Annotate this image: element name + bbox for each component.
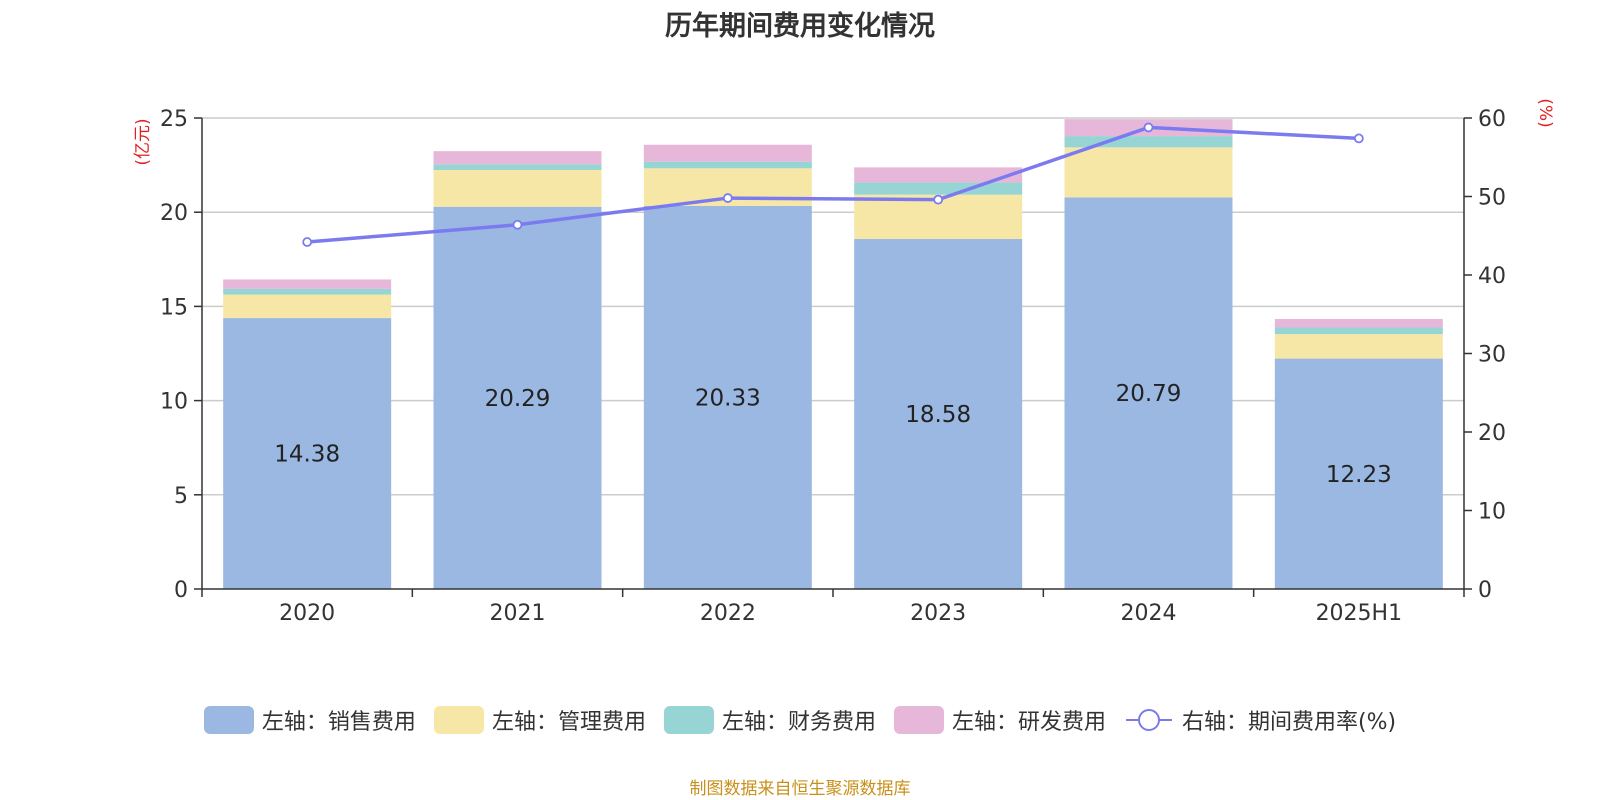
bar-segment (1064, 197, 1233, 589)
bar-value-label: 14.38 (274, 442, 340, 468)
legend-swatch (893, 706, 944, 734)
left-axis-tick-label: 0 (174, 578, 188, 603)
left-axis-unit-label: (亿元) (133, 118, 153, 165)
rate-line-point (302, 237, 313, 247)
rate-line-series (302, 122, 1364, 247)
right-axis-tick-label: 50 (1478, 186, 1506, 211)
data-labels: 14.38 20.29 20.33 18.58 20.79 12.23 (274, 381, 1392, 488)
legend-item[interactable]: 左轴：销售费用 (203, 704, 416, 736)
legend-swatch (663, 706, 714, 734)
rate-line (307, 125, 1359, 244)
right-axis-tick-label: 30 (1478, 343, 1506, 368)
right-axis-tick-label: 0 (1478, 578, 1492, 603)
left-axis-tick-label: 5 (174, 484, 188, 509)
bar-value-label: 20.33 (695, 385, 761, 411)
bar-segment (433, 206, 602, 590)
legend-label: 左轴：管理费用 (491, 710, 646, 735)
legend-label: 左轴：财务费用 (721, 710, 876, 735)
left-axis-tick-label: 20 (160, 201, 188, 226)
bar-value-label: 18.58 (905, 402, 971, 428)
bar-segment (854, 238, 1023, 589)
legend-swatch (433, 706, 484, 734)
legend-item[interactable]: 左轴：管理费用 (433, 704, 646, 736)
rate-line-point (1353, 133, 1364, 144)
x-axis-tick-label: 2025H1 (1316, 601, 1403, 626)
bar-segment (1274, 319, 1443, 328)
x-axis-tick-label: 2022 (700, 601, 756, 626)
left-axis-tick-label: 25 (160, 107, 188, 132)
bar-segment (433, 169, 602, 207)
bar-segment (223, 294, 392, 319)
x-axis-tick-label: 2020 (279, 601, 335, 626)
bar-segment (433, 164, 602, 170)
legend-swatch (203, 706, 254, 734)
bar-segment (223, 279, 392, 289)
left-axis-tick-label: 10 (160, 390, 188, 415)
axes: 0 5 10 15 20 25 0 10 20 30 40 50 60 2020 2021 2022 2023 2… (133, 98, 1555, 626)
bar-series (223, 119, 1443, 590)
right-axis-tick-label: 20 (1478, 421, 1506, 446)
x-axis-tick-label: 2024 (1121, 601, 1177, 626)
bar-value-label: 20.29 (485, 386, 551, 412)
legend: 左轴：销售费用 左轴：管理费用 左轴：财务费用 左轴：研发费用 右轴：期间费用率(%) (0, 704, 1600, 736)
bar-segment (1274, 327, 1443, 335)
right-axis-tick-label: 60 (1478, 107, 1506, 132)
x-axis-tick-label: 2023 (910, 601, 966, 626)
legend-label: 右轴：期间费用率(%) (1181, 710, 1397, 735)
bar-segment (1274, 358, 1443, 589)
legend-item[interactable]: 右轴：期间费用率(%) (1124, 704, 1396, 736)
x-axis-tick-label: 2021 (490, 601, 546, 626)
legend-label: 左轴：销售费用 (261, 710, 416, 735)
right-axis-unit-label: (%) (1535, 98, 1555, 127)
right-axis-tick-label: 10 (1478, 500, 1506, 525)
grid-lines (202, 117, 1464, 496)
bar-segment (643, 161, 812, 169)
bar-segment (1274, 334, 1443, 359)
bar-segment (643, 144, 812, 162)
bar-segment (223, 318, 392, 589)
legend-item[interactable]: 左轴：研发费用 (893, 704, 1106, 736)
bar-value-label: 12.23 (1326, 462, 1392, 488)
chart-title: 历年期间费用变化情况 (665, 11, 935, 42)
rate-line-point (722, 193, 733, 203)
legend-item[interactable]: 左轴：财务费用 (663, 704, 876, 736)
source-note: 制图数据来自恒生聚源数据库 (689, 779, 911, 799)
bar-segment (223, 288, 392, 295)
rate-line-point (1143, 122, 1154, 133)
legend-line-swatch-icon (1125, 709, 1172, 731)
bar-segment (433, 151, 602, 165)
left-axis-tick-label: 15 (160, 295, 188, 320)
bar-segment (643, 205, 812, 590)
right-axis-tick-label: 40 (1478, 264, 1506, 289)
bar-value-label: 20.79 (1116, 381, 1182, 407)
rate-line-point (933, 194, 944, 205)
bar-segment (1064, 147, 1233, 198)
legend-label: 左轴：研发费用 (951, 710, 1106, 735)
bar-segment (854, 167, 1023, 183)
bar-segment (854, 182, 1023, 195)
bar-segment (1064, 136, 1233, 148)
rate-line-point (512, 219, 523, 230)
